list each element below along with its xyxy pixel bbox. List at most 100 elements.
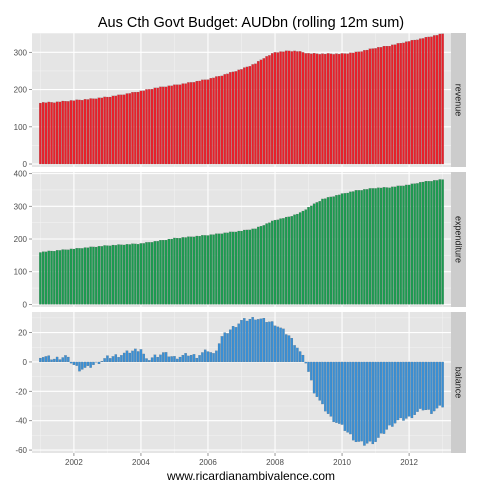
revenue-bar (304, 53, 307, 165)
balance-bar (329, 361, 333, 417)
balance-bar (301, 354, 305, 363)
balance-bar (201, 352, 204, 363)
balance-bar (187, 355, 190, 363)
expenditure-bar (368, 188, 372, 305)
balance-bar (399, 361, 402, 419)
balance-bar (41, 357, 45, 363)
balance-bar (257, 319, 260, 363)
balance-bar (195, 357, 199, 363)
balance-bar (125, 350, 129, 363)
revenue-bar (424, 37, 428, 165)
balance-bar (379, 361, 383, 434)
revenue-bar (402, 42, 405, 165)
revenue-bar (407, 41, 411, 165)
expenditure-bar (385, 187, 388, 305)
balance-bar (55, 356, 59, 363)
expenditure-bar (430, 181, 433, 305)
expenditure-y-tick-label: 200 (14, 235, 28, 244)
expenditure-bar (310, 205, 313, 305)
balance-bar (245, 320, 249, 363)
revenue-bar (296, 51, 299, 165)
revenue-bar (125, 93, 129, 165)
revenue-bar (195, 80, 199, 165)
expenditure-bar (427, 181, 430, 305)
revenue-y-tick-label: 200 (14, 86, 28, 95)
revenue-bar (338, 53, 341, 165)
revenue-bar (413, 39, 416, 165)
expenditure-bar (184, 237, 187, 305)
x-tick-label: 2010 (333, 458, 351, 467)
balance-bar (368, 361, 372, 442)
balance-bar (81, 361, 84, 370)
balance-bar (427, 361, 430, 410)
balance-bar (67, 356, 70, 363)
revenue-bar (357, 51, 361, 165)
revenue-bar (106, 96, 109, 165)
expenditure-bar (335, 195, 338, 305)
expenditure-bar (206, 235, 210, 305)
expenditure-y-tick-label: 400 (14, 170, 28, 179)
expenditure-bar (231, 231, 235, 305)
balance-bar (276, 326, 280, 363)
revenue-bar (326, 53, 330, 165)
revenue-bar (419, 38, 422, 165)
balance-bar (159, 354, 162, 363)
balance-bar (284, 334, 288, 363)
revenue-bar (134, 92, 137, 165)
balance-y-tick-label: 0 (23, 358, 28, 367)
expenditure-bar (156, 241, 159, 305)
revenue-bar (100, 97, 104, 165)
expenditure-bar (167, 238, 171, 305)
expenditure-y-tick-label: 100 (14, 268, 28, 277)
x-tick-label: 2004 (132, 458, 150, 467)
revenue-bar (399, 43, 402, 165)
expenditure-bar (209, 234, 212, 305)
revenue-bars (39, 33, 444, 165)
expenditure-bar (215, 233, 218, 305)
x-axis: 2002 2004 2006 2008 2010 2012 (65, 453, 419, 467)
revenue-bar (410, 40, 414, 165)
expenditure-bar (363, 189, 366, 305)
expenditure-bar (128, 244, 131, 305)
expenditure-bar (55, 250, 59, 305)
expenditure-bar (435, 180, 439, 305)
balance-bar (120, 355, 123, 363)
revenue-bar (284, 50, 288, 165)
balance-bar (279, 327, 282, 363)
revenue-bar (365, 49, 369, 165)
balance-bar (382, 361, 386, 434)
expenditure-bar (293, 214, 296, 305)
balance-bar (128, 352, 131, 363)
revenue-bar (187, 82, 190, 165)
expenditure-bar (279, 218, 282, 305)
expenditure-bar (58, 250, 62, 305)
expenditure-bar (150, 242, 154, 305)
balance-bar (360, 361, 363, 442)
expenditure-bar (354, 190, 358, 305)
balance-bar (170, 356, 173, 363)
balance-bar (198, 355, 201, 363)
expenditure-bar (245, 229, 249, 305)
balance-bar (142, 353, 145, 363)
expenditure-bar (75, 248, 78, 305)
revenue-bar (92, 98, 95, 165)
revenue-strip-label: revenue (454, 84, 464, 117)
balance-bar (212, 353, 215, 363)
expenditure-bar (237, 230, 240, 305)
balance-bar (352, 361, 355, 441)
balance-bar (346, 361, 349, 433)
revenue-bar (103, 96, 106, 165)
expenditure-bar (173, 237, 176, 305)
balance-bar (441, 361, 444, 408)
balance-bar (243, 318, 246, 363)
revenue-bar (212, 77, 215, 165)
revenue-bar (39, 102, 42, 165)
expenditure-bar (402, 185, 405, 305)
expenditure-bar (198, 236, 201, 305)
revenue-bar (268, 55, 271, 165)
revenue-bar (276, 52, 280, 165)
balance-bar (153, 354, 157, 363)
balance-bars (39, 317, 444, 446)
revenue-bar (279, 51, 282, 165)
expenditure-bar (95, 246, 98, 305)
